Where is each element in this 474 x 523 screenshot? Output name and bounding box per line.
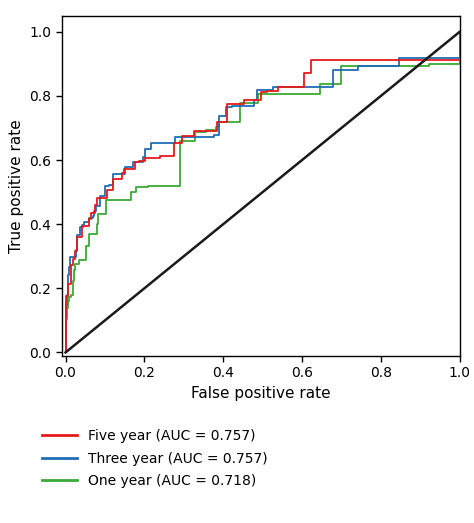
X-axis label: False positive rate: False positive rate [191, 385, 330, 401]
Y-axis label: True positive rate: True positive rate [9, 119, 24, 253]
Legend: Five year (AUC = 0.757), Three year (AUC = 0.757), One year (AUC = 0.718): Five year (AUC = 0.757), Three year (AUC… [36, 424, 273, 494]
